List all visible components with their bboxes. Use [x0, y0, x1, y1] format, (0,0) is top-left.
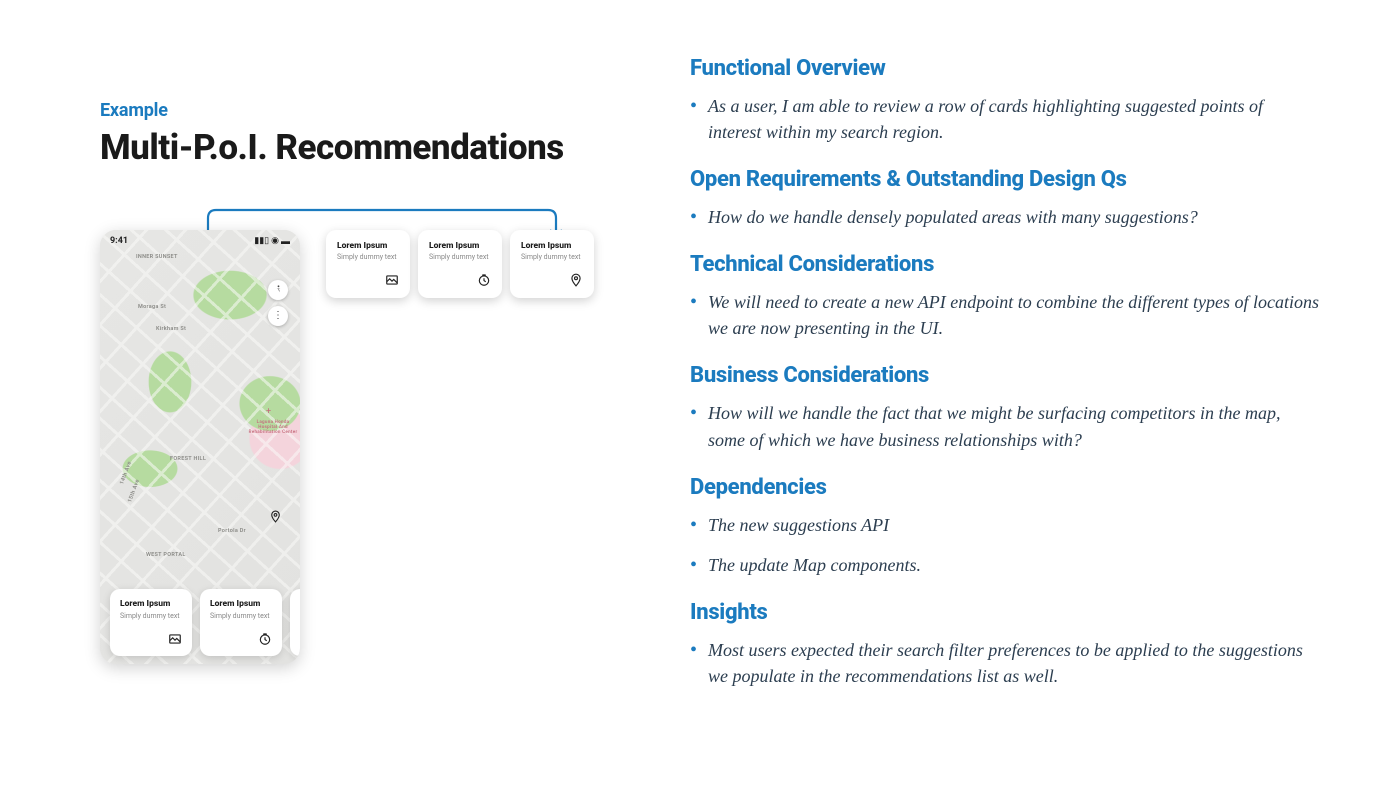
- map-label: Portola Dr: [218, 528, 246, 534]
- section-item: As a user, I am able to review a row of …: [690, 93, 1320, 145]
- poi-card-subtitle: Simply dummy text: [210, 612, 272, 620]
- section-business: Business Considerations How will we hand…: [690, 363, 1320, 452]
- section-dependencies: Dependencies The new suggestions API The…: [690, 475, 1320, 578]
- poi-card[interactable]: Lorem Ipsum Simply dummy text: [326, 230, 410, 298]
- page-title: Multi-P.o.I. Recommendations: [100, 129, 600, 168]
- accessibility-button[interactable]: [268, 280, 288, 300]
- section-functional-overview: Functional Overview As a user, I am able…: [690, 56, 1320, 145]
- poi-card[interactable]: Lorem Ipsum Simply dummy text: [200, 589, 282, 655]
- status-time: 9:41: [110, 236, 128, 246]
- map-label: Moraga St: [138, 304, 166, 310]
- section-technical: Technical Considerations We will need to…: [690, 252, 1320, 341]
- section-item: How will we handle the fact that we migh…: [690, 400, 1320, 452]
- section-heading: Open Requirements & Outstanding Design Q…: [690, 167, 1320, 192]
- section-heading: Technical Considerations: [690, 252, 1320, 277]
- section-item: We will need to create a new API endpoin…: [690, 289, 1320, 341]
- poi-card[interactable]: Lorem Ipsum Simply dummy text: [418, 230, 502, 298]
- mockup-area: 9:41 ▮▮▯ ◉ ▬ INNER SUNSET Moraga St Kirk…: [100, 230, 600, 664]
- section-insights: Insights Most users expected their searc…: [690, 600, 1320, 689]
- hospital-icon: +: [266, 407, 271, 417]
- poi-card[interactable]: Lorem Ipsum Simply dummy text: [510, 230, 594, 298]
- page-root: Example Multi-P.o.I. Recommendations 9:4…: [0, 0, 1400, 788]
- map-label-hospital: Laguna Honda Hospital And Rehabilitation…: [248, 420, 298, 435]
- battery-icon: ▬: [281, 236, 290, 247]
- map-pin-icon[interactable]: [269, 510, 282, 527]
- section-heading: Functional Overview: [690, 56, 1320, 81]
- left-column: Example Multi-P.o.I. Recommendations 9:4…: [0, 0, 600, 788]
- poi-card-title: Lorem Ipsum: [210, 599, 272, 609]
- poi-card-subtitle: Simply dummy text: [521, 253, 583, 261]
- map-label: FOREST HILL: [170, 456, 206, 462]
- section-item: Most users expected their search filter …: [690, 637, 1320, 689]
- status-icons: ▮▮▯ ◉ ▬: [254, 236, 290, 247]
- map-label: INNER SUNSET: [136, 254, 178, 260]
- poi-card-title: Lorem Ipsum: [120, 599, 182, 609]
- update-icon: [258, 632, 272, 646]
- eyebrow: Example: [100, 100, 600, 121]
- poi-card-title: Lorem Ipsum: [521, 241, 583, 251]
- section-heading: Dependencies: [690, 475, 1320, 500]
- section-open-requirements: Open Requirements & Outstanding Design Q…: [690, 167, 1320, 230]
- section-heading: Insights: [690, 600, 1320, 625]
- wifi-icon: ◉: [271, 236, 279, 246]
- phone-frame: 9:41 ▮▮▯ ◉ ▬ INNER SUNSET Moraga St Kirk…: [100, 230, 300, 664]
- zoom-card-row: Lorem Ipsum Simply dummy text Lorem Ipsu…: [326, 230, 594, 298]
- section-item: The new suggestions API: [690, 512, 1320, 538]
- right-column: Functional Overview As a user, I am able…: [600, 0, 1400, 788]
- signal-icon: ▮▮▯: [254, 236, 269, 246]
- poi-card-subtitle: Simply dummy text: [120, 612, 182, 620]
- poi-card-title: Lorem Ipsum: [337, 241, 399, 251]
- poi-card-subtitle: Simply dummy text: [429, 253, 491, 261]
- bottom-card-row[interactable]: Lorem Ipsum Simply dummy text Lorem Ipsu…: [110, 589, 300, 655]
- more-button[interactable]: ⋮: [268, 306, 288, 326]
- place-icon: [569, 273, 583, 287]
- poi-card-title: Lorem Ipsum: [429, 241, 491, 251]
- poi-card-subtitle: Simply dummy text: [337, 253, 399, 261]
- map-label: WEST PORTAL: [146, 552, 186, 558]
- section-item: The update Map components.: [690, 552, 1320, 578]
- poi-card[interactable]: Lo: [290, 589, 300, 655]
- image-icon: [168, 632, 182, 646]
- image-icon: [385, 273, 399, 287]
- section-item: How do we handle densely populated areas…: [690, 204, 1320, 230]
- map-label: Kirkham St: [156, 326, 186, 332]
- section-heading: Business Considerations: [690, 363, 1320, 388]
- poi-card[interactable]: Lorem Ipsum Simply dummy text: [110, 589, 192, 655]
- update-icon: [477, 273, 491, 287]
